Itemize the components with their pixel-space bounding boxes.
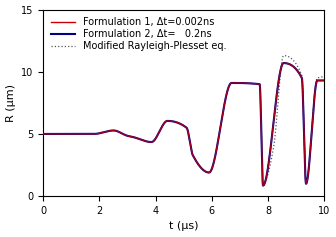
Y-axis label: R (μm): R (μm) xyxy=(6,84,15,122)
X-axis label: t (μs): t (μs) xyxy=(169,221,199,232)
Legend: Formulation 1, Δt=0.002ns, Formulation 2, Δt=   0.2ns, Modified Rayleigh-Plesset: Formulation 1, Δt=0.002ns, Formulation 2… xyxy=(48,14,229,54)
